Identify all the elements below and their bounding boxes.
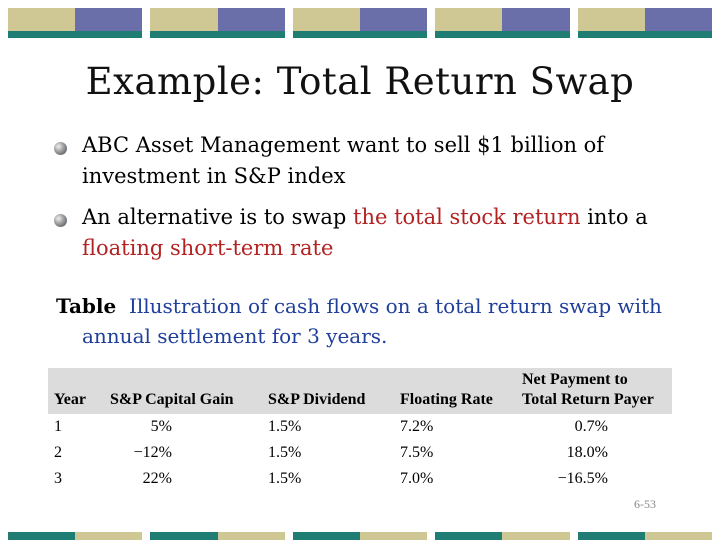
cell-capital-gain: 22% bbox=[142, 470, 172, 487]
cell-year: 3 bbox=[54, 470, 62, 487]
cell-net-payment: 18.0% bbox=[566, 444, 608, 461]
caption-text: Illustration of cash flows on a total re… bbox=[82, 294, 662, 348]
cell-dividend: 1.5% bbox=[268, 444, 302, 461]
bullet-highlight: the total stock return bbox=[353, 205, 581, 229]
header-floating-rate: Floating Rate bbox=[394, 368, 516, 414]
bullet-sphere-icon bbox=[54, 214, 67, 227]
header-dividend: S&P Dividend bbox=[262, 368, 394, 414]
band-tile bbox=[8, 8, 143, 38]
table-row: 1 5% 1.5% 7.2% 0.7% bbox=[48, 414, 672, 440]
band-tile bbox=[292, 532, 428, 540]
cell-floating-rate: 7.0% bbox=[400, 470, 434, 487]
page-number: 6-53 bbox=[634, 497, 656, 511]
bullet-item: ABC Asset Management want to sell $1 bil… bbox=[52, 130, 692, 192]
cell-net-payment: 0.7% bbox=[574, 418, 608, 435]
band-tile bbox=[150, 8, 285, 38]
bullet-list: ABC Asset Management want to sell $1 bil… bbox=[52, 130, 692, 274]
bullet-sphere-icon bbox=[54, 142, 67, 155]
bullet-text: ABC Asset Management want to sell $1 bil… bbox=[82, 133, 605, 188]
bottom-decorative-band bbox=[0, 532, 720, 540]
band-tile bbox=[292, 8, 428, 38]
band-tile bbox=[150, 532, 285, 540]
cash-flow-table: Year S&P Capital Gain S&P Dividend Float… bbox=[48, 368, 672, 492]
slide-title: Example: Total Return Swap bbox=[85, 60, 635, 103]
bullet-highlight: floating short-term rate bbox=[82, 236, 334, 260]
header-year: Year bbox=[48, 368, 104, 414]
band-tile bbox=[435, 532, 570, 540]
cell-year: 1 bbox=[54, 418, 62, 435]
band-tile bbox=[8, 532, 143, 540]
table-caption: Table Illustration of cash flows on a to… bbox=[56, 291, 712, 351]
cell-capital-gain: 5% bbox=[150, 418, 172, 435]
bullet-text: into a bbox=[580, 205, 648, 229]
bullet-item: An alternative is to swap the total stoc… bbox=[52, 202, 692, 264]
band-tile bbox=[435, 8, 570, 38]
cell-dividend: 1.5% bbox=[268, 418, 302, 435]
table-header-row: Year S&P Capital Gain S&P Dividend Float… bbox=[48, 368, 672, 414]
table-row: 2 −12% 1.5% 7.5% 18.0% bbox=[48, 440, 672, 466]
cell-dividend: 1.5% bbox=[268, 470, 302, 487]
band-tile bbox=[577, 8, 713, 38]
top-decorative-band bbox=[0, 8, 720, 38]
cell-year: 2 bbox=[54, 444, 62, 461]
cell-net-payment: −16.5% bbox=[557, 470, 608, 487]
band-tile bbox=[577, 532, 713, 540]
cell-floating-rate: 7.2% bbox=[400, 418, 434, 435]
header-net-payment: Net Payment to Total Return Payer bbox=[516, 368, 672, 414]
bullet-text: An alternative is to swap bbox=[82, 205, 353, 229]
cell-capital-gain: −12% bbox=[133, 444, 172, 461]
table-row: 3 22% 1.5% 7.0% −16.5% bbox=[48, 466, 672, 492]
caption-label: Table bbox=[56, 294, 117, 318]
header-capital-gain: S&P Capital Gain bbox=[104, 368, 262, 414]
cell-floating-rate: 7.5% bbox=[400, 444, 434, 461]
